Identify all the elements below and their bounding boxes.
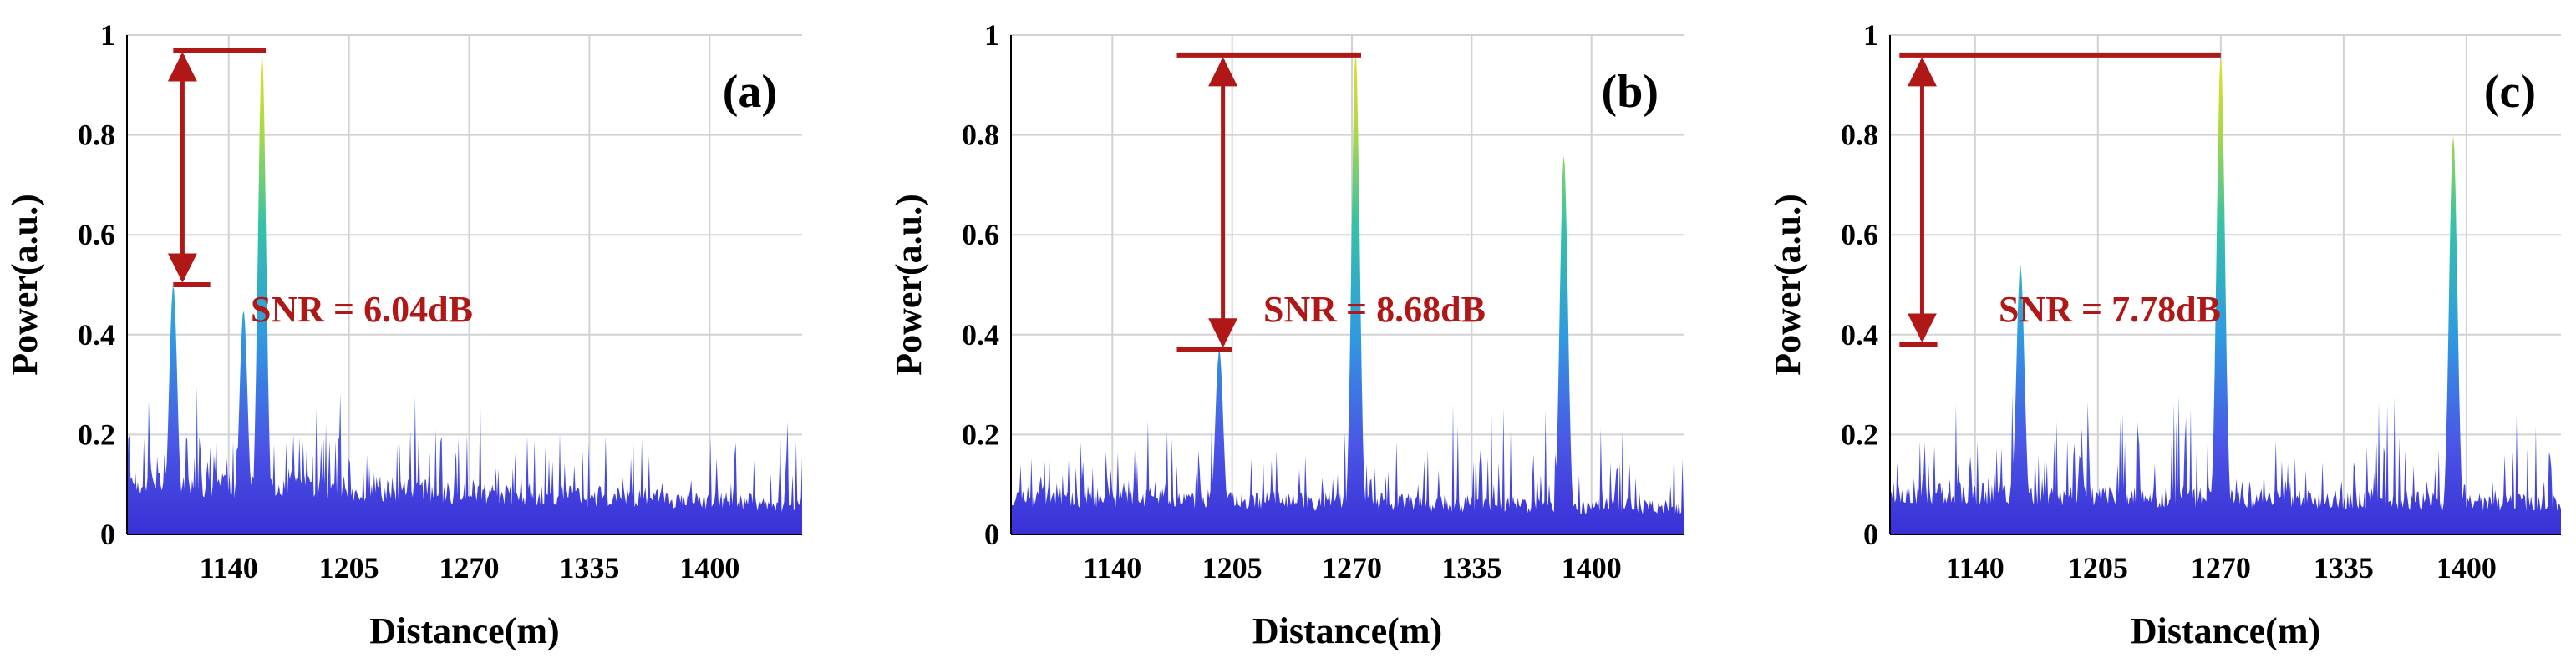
x-tick-label: 1140 [1083,551,1141,584]
x-tick-label: 1205 [1202,551,1263,584]
x-tick-label: 1270 [2191,551,2251,584]
panel-label: (b) [1602,66,1659,118]
y-tick-label: 0 [984,518,999,551]
y-tick-label: 0.6 [78,218,115,251]
x-tick-label: 1335 [2314,551,2374,584]
x-tick-label: 1140 [1946,551,2004,584]
chart-panel-1: 0 0.2 0.4 0.6 0.8 1 1140 1205 1270 1335 1400 Distan… [4,18,802,651]
x-tick-label: 1335 [1441,551,1501,584]
chart-panel-3: 0 0.2 0.4 0.6 0.8 1 1140 1205 1270 1335 1400 Distan… [1767,18,2561,651]
power-trace [1011,50,1684,534]
x-tick-label: 1400 [1562,551,1622,584]
y-tick-label: 0.2 [1841,418,1878,451]
y-tick-label: 1 [1863,18,1878,52]
y-tick-label: 0.2 [962,418,999,451]
x-tick-label: 1140 [200,551,258,584]
x-axis-label: Distance(m) [2131,610,2320,651]
y-tick-label: 0.2 [78,418,115,451]
snr-label: SNR = 6.04dB [251,289,473,330]
x-tick-label: 1270 [439,551,500,584]
x-tick-label: 1335 [559,551,619,584]
y-tick-label: 0 [100,518,115,551]
x-axis-label: Distance(m) [369,610,559,651]
power-trace [127,49,802,534]
chart-panel-2: 0 0.2 0.4 0.6 0.8 1 1140 1205 1270 1335 1400 Distan… [888,18,1684,651]
y-axis-label: Power(a.u.) [1767,194,1808,376]
y-tick-label: 0.4 [962,318,999,352]
y-axis-label: Power(a.u.) [888,194,929,376]
panel-label: (c) [2484,66,2536,118]
y-tick-label: 0.4 [78,318,115,352]
y-axis-label: Power(a.u.) [4,194,45,376]
y-tick-label: 0.8 [1841,119,1878,152]
y-tick-label: 1 [100,18,115,52]
x-tick-label: 1400 [2436,551,2497,584]
snr-label: SNR = 8.68dB [1263,289,1486,330]
power-trace [1890,55,2561,534]
y-tick-label: 0.8 [962,119,999,152]
x-tick-label: 1205 [2068,551,2128,584]
x-tick-label: 1400 [679,551,739,584]
snr-label: SNR = 7.78dB [1999,289,2221,330]
y-tick-label: 1 [984,18,999,52]
x-axis-label: Distance(m) [1252,610,1442,651]
y-tick-label: 0 [1863,518,1878,551]
x-tick-label: 1205 [319,551,379,584]
y-tick-label: 0.4 [1841,318,1878,352]
y-tick-label: 0.6 [1841,218,1878,251]
x-tick-label: 1270 [1322,551,1382,584]
y-tick-label: 0.8 [78,119,115,152]
y-tick-label: 0.6 [962,218,999,251]
panel-label: (a) [723,66,777,118]
